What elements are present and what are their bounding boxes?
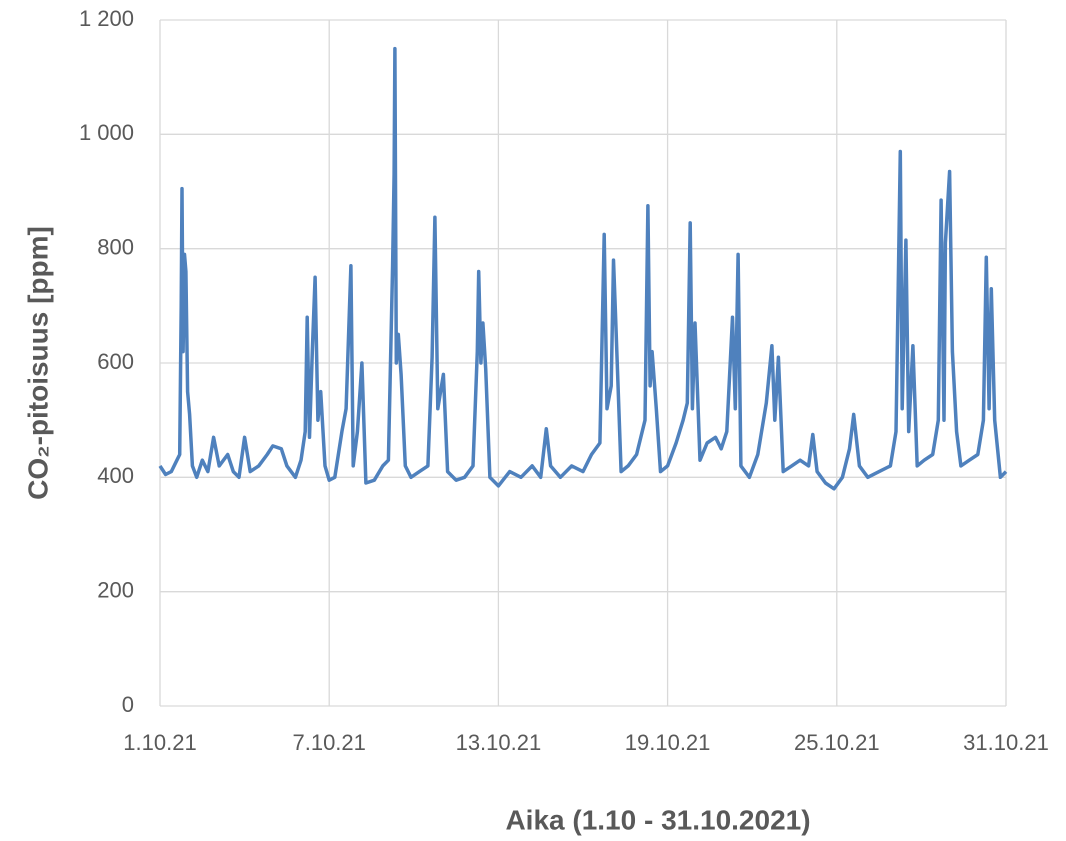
- x-tick-label: 25.10.21: [794, 730, 880, 755]
- x-tick-label: 19.10.21: [625, 730, 711, 755]
- x-axis-title: Aika (1.10 - 31.10.2021): [505, 804, 810, 835]
- y-tick-label: 1 000: [79, 120, 134, 145]
- y-tick-label: 400: [97, 463, 134, 488]
- x-tick-label: 31.10.21: [963, 730, 1049, 755]
- x-tick-label: 13.10.21: [456, 730, 542, 755]
- x-tick-label: 7.10.21: [292, 730, 365, 755]
- y-tick-label: 1 200: [79, 6, 134, 31]
- y-tick-label: 0: [122, 692, 134, 717]
- y-axis-title: CO₂-pitoisuus [ppm]: [22, 226, 53, 500]
- x-tick-label: 1.10.21: [123, 730, 196, 755]
- y-tick-label: 600: [97, 349, 134, 374]
- y-tick-label: 200: [97, 577, 134, 602]
- y-tick-label: 800: [97, 234, 134, 259]
- data-line: [158, 46, 1008, 491]
